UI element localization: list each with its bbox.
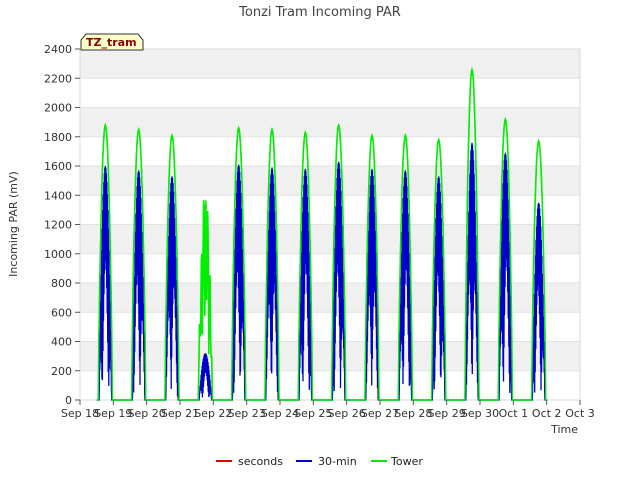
x-tick-label: Oct 2 — [532, 407, 562, 420]
x-tick-label: Sep 28 — [394, 407, 432, 420]
x-tick-label: Oct 3 — [565, 407, 595, 420]
y-tick-label: 1800 — [44, 131, 72, 144]
x-tick-label: Sep 20 — [128, 407, 166, 420]
x-tick-label: Sep 18 — [61, 407, 99, 420]
y-tick-label: 400 — [51, 336, 72, 349]
x-tick-label: Sep 21 — [161, 407, 199, 420]
plot-band — [80, 224, 580, 254]
y-tick-label: 1000 — [44, 248, 72, 261]
site-label-box: TZ_tram — [80, 33, 144, 51]
y-tick-label: 1400 — [44, 189, 72, 202]
series-tower-overlay — [96, 67, 548, 401]
x-tick-label: Sep 29 — [428, 407, 466, 420]
x-tick-label: Sep 23 — [228, 407, 266, 420]
y-tick-label: 800 — [51, 277, 72, 290]
plot-band — [80, 253, 580, 283]
y-tick-label: 2200 — [44, 72, 72, 85]
plot-band — [80, 312, 580, 342]
site-label: TZ_tram — [86, 36, 137, 49]
plot-band — [80, 107, 580, 137]
y-tick-label: 2000 — [44, 102, 72, 115]
legend-label-seconds: seconds — [238, 455, 283, 468]
plot-band — [80, 341, 580, 371]
x-tick-label: Sep 24 — [261, 407, 299, 420]
x-tick-label: Oct 1 — [499, 407, 529, 420]
plot-band — [80, 166, 580, 196]
plot-band — [80, 195, 580, 225]
x-axis-title: Time — [550, 423, 578, 436]
x-tick-label: Sep 26 — [328, 407, 366, 420]
legend-label-30min: 30-min — [318, 455, 357, 468]
y-tick-label: 1600 — [44, 160, 72, 173]
y-tick-label: 200 — [51, 365, 72, 378]
y-tick-label: 2400 — [44, 43, 72, 56]
plot-bands — [80, 48, 580, 401]
chart-title: Tonzi Tram Incoming PAR — [238, 5, 401, 20]
plot-band — [80, 136, 580, 166]
y-axis-title: Incoming PAR (mV) — [7, 171, 20, 277]
plot-band — [80, 370, 580, 400]
y-tick-label: 600 — [51, 306, 72, 319]
legend: seconds 30-min Tower — [216, 455, 423, 468]
x-tick-label: Sep 19 — [94, 407, 132, 420]
y-tick-label: 0 — [65, 394, 72, 407]
plot-band — [80, 78, 580, 108]
y-tick-label: 1200 — [44, 219, 72, 232]
x-tick-label: Sep 27 — [361, 407, 399, 420]
plot-band — [80, 49, 580, 79]
plot-band — [80, 283, 580, 313]
legend-label-tower: Tower — [390, 455, 423, 468]
series-layer — [96, 66, 548, 401]
x-tick-label: Sep 30 — [461, 407, 499, 420]
x-tick-label: Sep 25 — [294, 407, 332, 420]
y-axis: 0 200 400 600 800 1000 1200 1400 1600 1800 2000 220… — [44, 43, 80, 407]
x-tick-label: Sep 22 — [194, 407, 232, 420]
